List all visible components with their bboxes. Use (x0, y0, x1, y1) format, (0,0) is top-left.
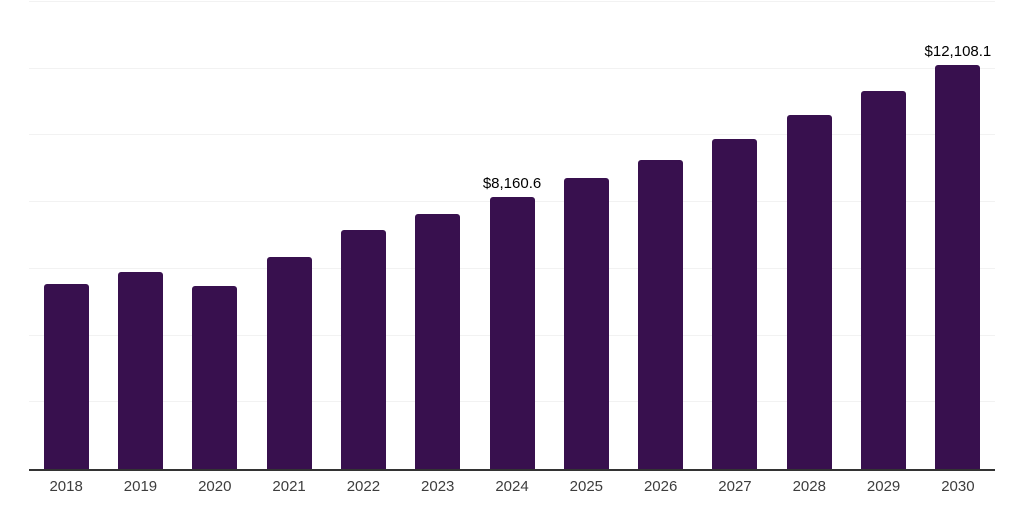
gridline-10000 (29, 134, 995, 136)
bar-slot-2025 (549, 2, 623, 469)
bar-2018 (43, 283, 89, 469)
gridline-14000 (29, 1, 995, 2)
bar-2028 (786, 115, 832, 469)
bar-slot-2021 (252, 2, 326, 469)
bar-2020 (192, 285, 238, 469)
bar-slot-2019 (103, 2, 177, 469)
bar-2024 (489, 196, 535, 469)
x-axis-line (29, 469, 995, 471)
bar-2025 (563, 178, 609, 469)
x-tick-2028: 2028 (792, 478, 826, 495)
bar-slot-2018 (29, 2, 103, 469)
x-tick-2020: 2020 (198, 478, 232, 495)
bar-slot-2022 (326, 2, 400, 469)
bar-slot-2027 (698, 2, 772, 469)
x-tick-2021: 2021 (272, 478, 306, 495)
value-label-2030: $12,108.1 (924, 43, 992, 61)
bar-2029 (861, 91, 907, 469)
bar-slot-2026 (624, 2, 698, 469)
bar-2030 (935, 65, 981, 469)
bar-2019 (117, 272, 163, 469)
bar-2026 (638, 160, 684, 469)
bar-slot-2029 (846, 2, 920, 469)
x-tick-2030: 2030 (941, 478, 975, 495)
gridline-12000 (29, 67, 995, 69)
x-tick-2023: 2023 (421, 478, 455, 495)
x-tick-2018: 2018 (49, 478, 83, 495)
x-tick-2019: 2019 (123, 478, 158, 495)
plot-area: $8,160.6 $12,108.1 (29, 1, 995, 471)
bar-2023 (415, 214, 461, 469)
bar-2027 (712, 139, 758, 469)
bar-slot-2023 (401, 2, 475, 469)
x-tick-2025: 2025 (569, 478, 604, 495)
x-axis-labels: 2018 2019 2020 2021 2022 2023 2024 2025 2026 2027… (29, 479, 995, 494)
bar-2021 (266, 256, 312, 469)
bar-slot-2030: $12,108.1 (921, 2, 995, 469)
x-tick-2027: 2027 (718, 478, 752, 495)
x-tick-2026: 2026 (643, 478, 678, 495)
x-tick-2024: 2024 (495, 478, 529, 495)
bar-2022 (340, 229, 386, 469)
x-tick-2029: 2029 (866, 478, 901, 495)
bar-slot-2024: $8,160.6 (475, 2, 549, 469)
x-tick-2022: 2022 (346, 478, 381, 495)
bars-container: $8,160.6 $12,108.1 (29, 2, 995, 469)
value-label-2024: $8,160.6 (482, 174, 542, 192)
bar-slot-2028 (772, 2, 846, 469)
bar-slot-2020 (178, 2, 252, 469)
